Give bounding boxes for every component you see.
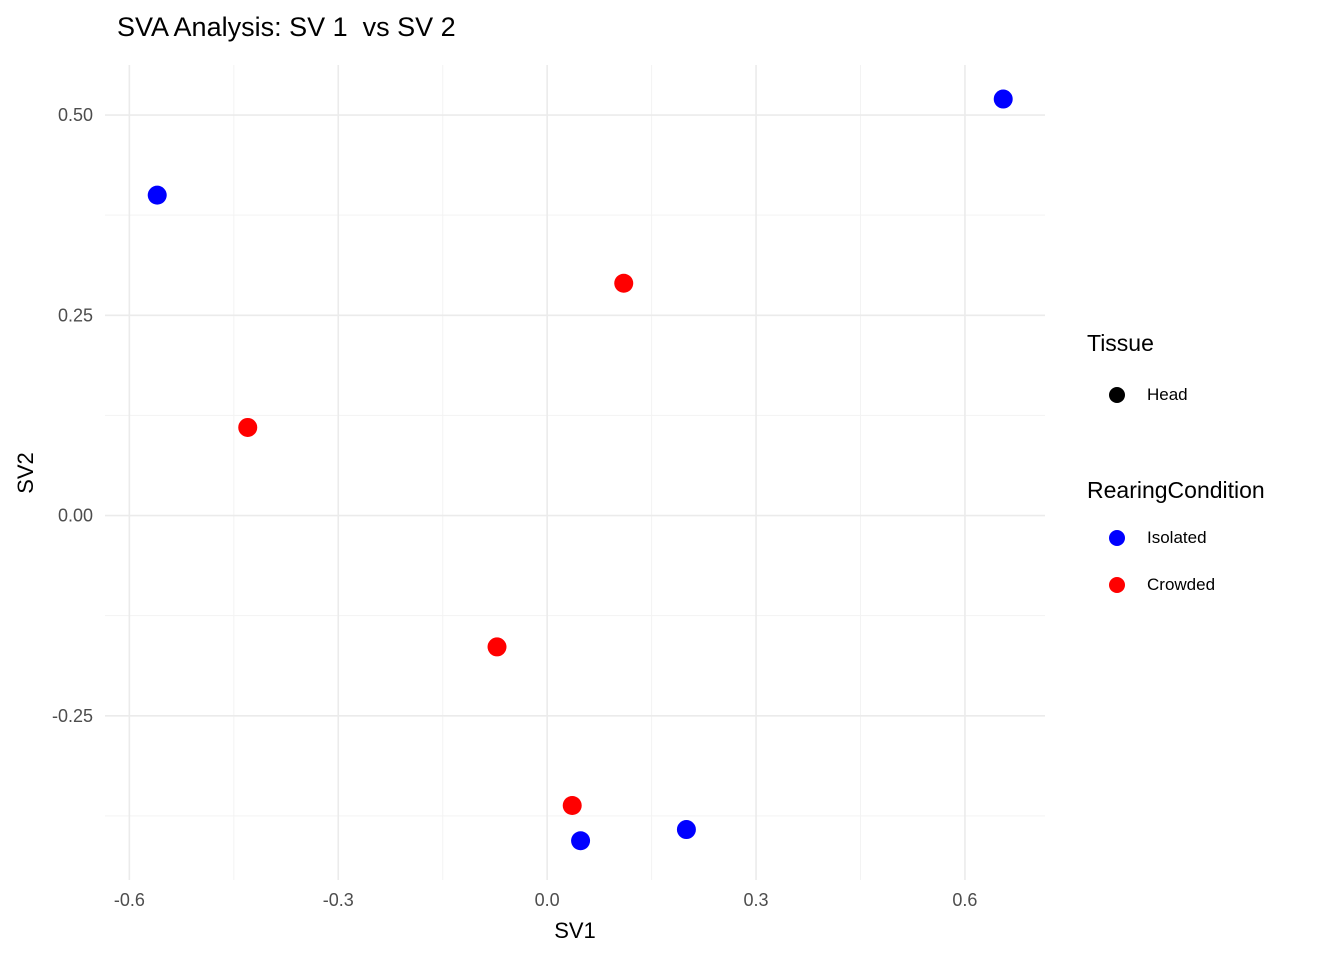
x-tick-label: -0.3: [323, 890, 354, 910]
legend-item-head: Head: [1109, 385, 1188, 405]
legend-title-rearing-condition: RearingCondition: [1087, 477, 1265, 503]
crowded-legend-dot-icon: [1109, 577, 1125, 593]
data-point-crowded: [562, 796, 582, 816]
data-point-crowded: [238, 417, 258, 437]
legend-title-tissue: Tissue: [1087, 330, 1154, 356]
isolated-legend-dot-icon: [1109, 530, 1125, 546]
y-axis-title: SV2: [13, 452, 38, 494]
y-tick-label: 0.50: [58, 105, 93, 125]
data-point-isolated: [571, 831, 591, 851]
x-tick-label: 0.6: [952, 890, 977, 910]
y-tick-label: -0.25: [52, 706, 93, 726]
legend-item-label: Isolated: [1147, 528, 1207, 547]
y-tick-label: 0.25: [58, 305, 93, 325]
head-legend-dot-icon: [1109, 387, 1125, 403]
data-point-isolated: [993, 89, 1013, 109]
x-tick-label: 0.0: [535, 890, 560, 910]
legend-item-label: Crowded: [1147, 575, 1216, 594]
x-tick-label: -0.6: [114, 890, 145, 910]
legend-item-isolated: Isolated: [1109, 528, 1207, 548]
x-axis-title: SV1: [554, 918, 596, 943]
legend-item-crowded: Crowded: [1109, 575, 1215, 595]
legend-item-label: Head: [1147, 385, 1188, 404]
y-tick-label: 0.00: [58, 506, 93, 526]
data-point-crowded: [614, 273, 634, 293]
x-tick-label: 0.3: [744, 890, 769, 910]
chart-title: SVA Analysis: SV 1 vs SV 2: [117, 12, 456, 42]
data-point-isolated: [147, 185, 167, 205]
data-point-crowded: [487, 637, 507, 657]
data-point-isolated: [676, 820, 696, 840]
